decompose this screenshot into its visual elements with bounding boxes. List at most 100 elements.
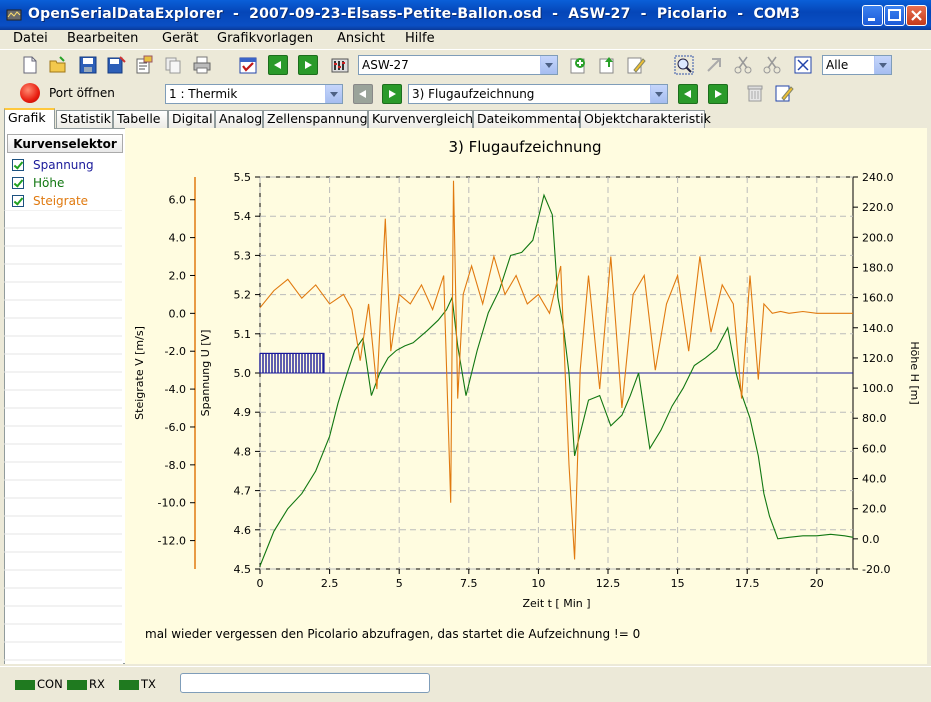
tab-kurvenvergleich[interactable]: Kurvenvergleich — [368, 110, 473, 128]
channel-select-value: 1 : Thermik — [169, 87, 238, 101]
x-axis-label: Zeit t [ Min ] — [522, 597, 590, 610]
menu-bearbeiten[interactable]: Bearbeiten — [67, 31, 139, 46]
menu-bar: Datei Bearbeiten Gerät Grafikvorlagen An… — [0, 30, 931, 49]
curve-item-spannung[interactable]: Spannung — [9, 156, 121, 174]
pan-icon[interactable] — [704, 55, 724, 75]
tab-digital[interactable]: Digital — [168, 110, 215, 128]
delete-record-icon[interactable] — [745, 83, 765, 103]
steigrate-tick-label: -2.0 — [165, 345, 186, 358]
curve-label: Spannung — [33, 158, 94, 172]
menu-hilfe[interactable]: Hilfe — [405, 31, 435, 46]
checkbox-checked-icon[interactable] — [12, 159, 24, 171]
maximize-button[interactable] — [884, 5, 905, 26]
tab-grafik[interactable]: Grafik — [4, 108, 55, 129]
new-file-icon[interactable] — [20, 55, 40, 75]
curve-label: Steigrate — [33, 194, 89, 208]
hoehe-tick-label: 200.0 — [862, 231, 894, 244]
spannung-axis-label: Spannung U [V] — [199, 330, 212, 417]
series-line-höhe — [259, 193, 854, 567]
menu-geraet[interactable]: Gerät — [162, 31, 199, 46]
hoehe-tick-label: 160.0 — [862, 292, 894, 305]
open-folder-icon[interactable] — [48, 55, 68, 75]
curve-selector-empty-rows — [4, 210, 122, 661]
hoehe-tick-label: 100.0 — [862, 382, 894, 395]
port-open-button[interactable]: Port öffnen — [49, 86, 115, 100]
progress-field — [180, 673, 430, 693]
curve-selector: Kurvenselektor Spannung Höhe Steigrate — [5, 134, 123, 664]
model-select-value: ASW-27 — [362, 58, 409, 72]
tab-zellenspannung[interactable]: Zellenspannung — [263, 110, 368, 128]
next-button[interactable] — [298, 55, 318, 75]
hoehe-axis-label: Höhe H [m] — [908, 341, 921, 404]
con-led-icon — [15, 680, 35, 690]
steigrate-axis-label: Steigrate V [m/s] — [133, 326, 146, 420]
zoom-select[interactable]: Alle — [822, 55, 892, 75]
previous-button[interactable] — [268, 55, 288, 75]
hoehe-tick-label: 120.0 — [862, 352, 894, 365]
steigrate-tick-label: -12.0 — [158, 535, 186, 548]
spannung-tick-label: 4.6 — [234, 524, 252, 537]
close-icon — [911, 10, 922, 21]
tab-objektcharakteristik[interactable]: Objektcharakteristik — [580, 110, 711, 128]
x-tick-label: 15 — [671, 577, 685, 590]
cut-right-icon[interactable] — [762, 55, 782, 75]
save-icon[interactable] — [78, 55, 98, 75]
hoehe-tick-label: 40.0 — [862, 473, 887, 486]
minimize-button[interactable] — [862, 5, 883, 26]
hoehe-tick-label: 0.0 — [862, 533, 880, 546]
checkbox-checked-icon[interactable] — [12, 195, 24, 207]
previous-channel-button[interactable] — [353, 84, 373, 104]
steigrate-tick-label: -10.0 — [158, 497, 186, 510]
hoehe-tick-label: 180.0 — [862, 261, 894, 274]
edit-record-icon[interactable] — [774, 83, 794, 103]
spannung-tick-label: 5.4 — [234, 210, 252, 223]
zoom-window-icon[interactable] — [674, 55, 694, 75]
rx-led-icon — [67, 680, 87, 690]
tab-dateikommentar[interactable]: Dateikommentar — [473, 110, 582, 128]
window-title: OpenSerialDataExplorer - 2007-09-23-Elsa… — [28, 6, 801, 22]
fit-window-icon[interactable] — [793, 55, 813, 75]
menu-ansicht[interactable]: Ansicht — [337, 31, 386, 46]
curve-item-steigrate[interactable]: Steigrate — [9, 192, 121, 210]
save-as-icon[interactable] — [106, 55, 126, 75]
tab-statistik[interactable]: Statistik — [56, 110, 113, 128]
tab-analog[interactable]: Analog — [215, 110, 263, 128]
model-select[interactable]: ASW-27 — [358, 55, 558, 75]
minimize-icon — [868, 18, 875, 21]
chart-title: 3) Flugaufzeichnung — [448, 138, 601, 156]
device-settings-icon[interactable] — [330, 55, 350, 75]
print-icon[interactable] — [192, 55, 212, 75]
x-tick-label: 0 — [257, 577, 264, 590]
close-button[interactable] — [906, 5, 927, 26]
channel-select[interactable]: 1 : Thermik — [165, 84, 343, 104]
steigrate-tick-label: -4.0 — [165, 383, 186, 396]
tab-tabelle[interactable]: Tabelle — [113, 110, 168, 128]
properties-icon[interactable] — [134, 55, 154, 75]
curve-label: Höhe — [33, 176, 65, 190]
next-channel-button[interactable] — [382, 84, 402, 104]
edit-pencil-icon[interactable] — [626, 55, 646, 75]
checkbox-checked-icon[interactable] — [12, 177, 24, 189]
cut-left-icon[interactable] — [733, 55, 753, 75]
flight-chart: 3) Flugaufzeichnung 0 2.5 5 7.5 10 12.5 15 17.5… — [133, 138, 921, 641]
hoehe-tick-label: 220.0 — [862, 201, 894, 214]
record-select[interactable]: 3) Flugaufzeichnung — [408, 84, 668, 104]
record-select-value: 3) Flugaufzeichnung — [412, 87, 535, 101]
calendar-check-icon[interactable] — [238, 55, 258, 75]
chart-comment: mal wieder vergessen den Picolario abzuf… — [145, 627, 640, 641]
chevron-down-icon — [540, 56, 557, 74]
spannung-tick-label: 5.2 — [234, 289, 252, 302]
spannung-tick-label: 5.0 — [234, 367, 252, 380]
add-green-icon[interactable] — [568, 55, 588, 75]
next-record-button[interactable] — [708, 84, 728, 104]
menu-datei[interactable]: Datei — [13, 31, 48, 46]
previous-record-button[interactable] — [678, 84, 698, 104]
copy-icon[interactable] — [163, 55, 183, 75]
menu-grafikvorlagen[interactable]: Grafikvorlagen — [217, 31, 314, 46]
curve-item-hoehe[interactable]: Höhe — [9, 174, 121, 192]
hoehe-tick-label: 20.0 — [862, 503, 887, 516]
x-tick-label: 10 — [531, 577, 545, 590]
upload-icon[interactable] — [597, 55, 617, 75]
spannung-tick-label: 4.9 — [234, 406, 252, 419]
x-tick-label: 7.5 — [460, 577, 478, 590]
